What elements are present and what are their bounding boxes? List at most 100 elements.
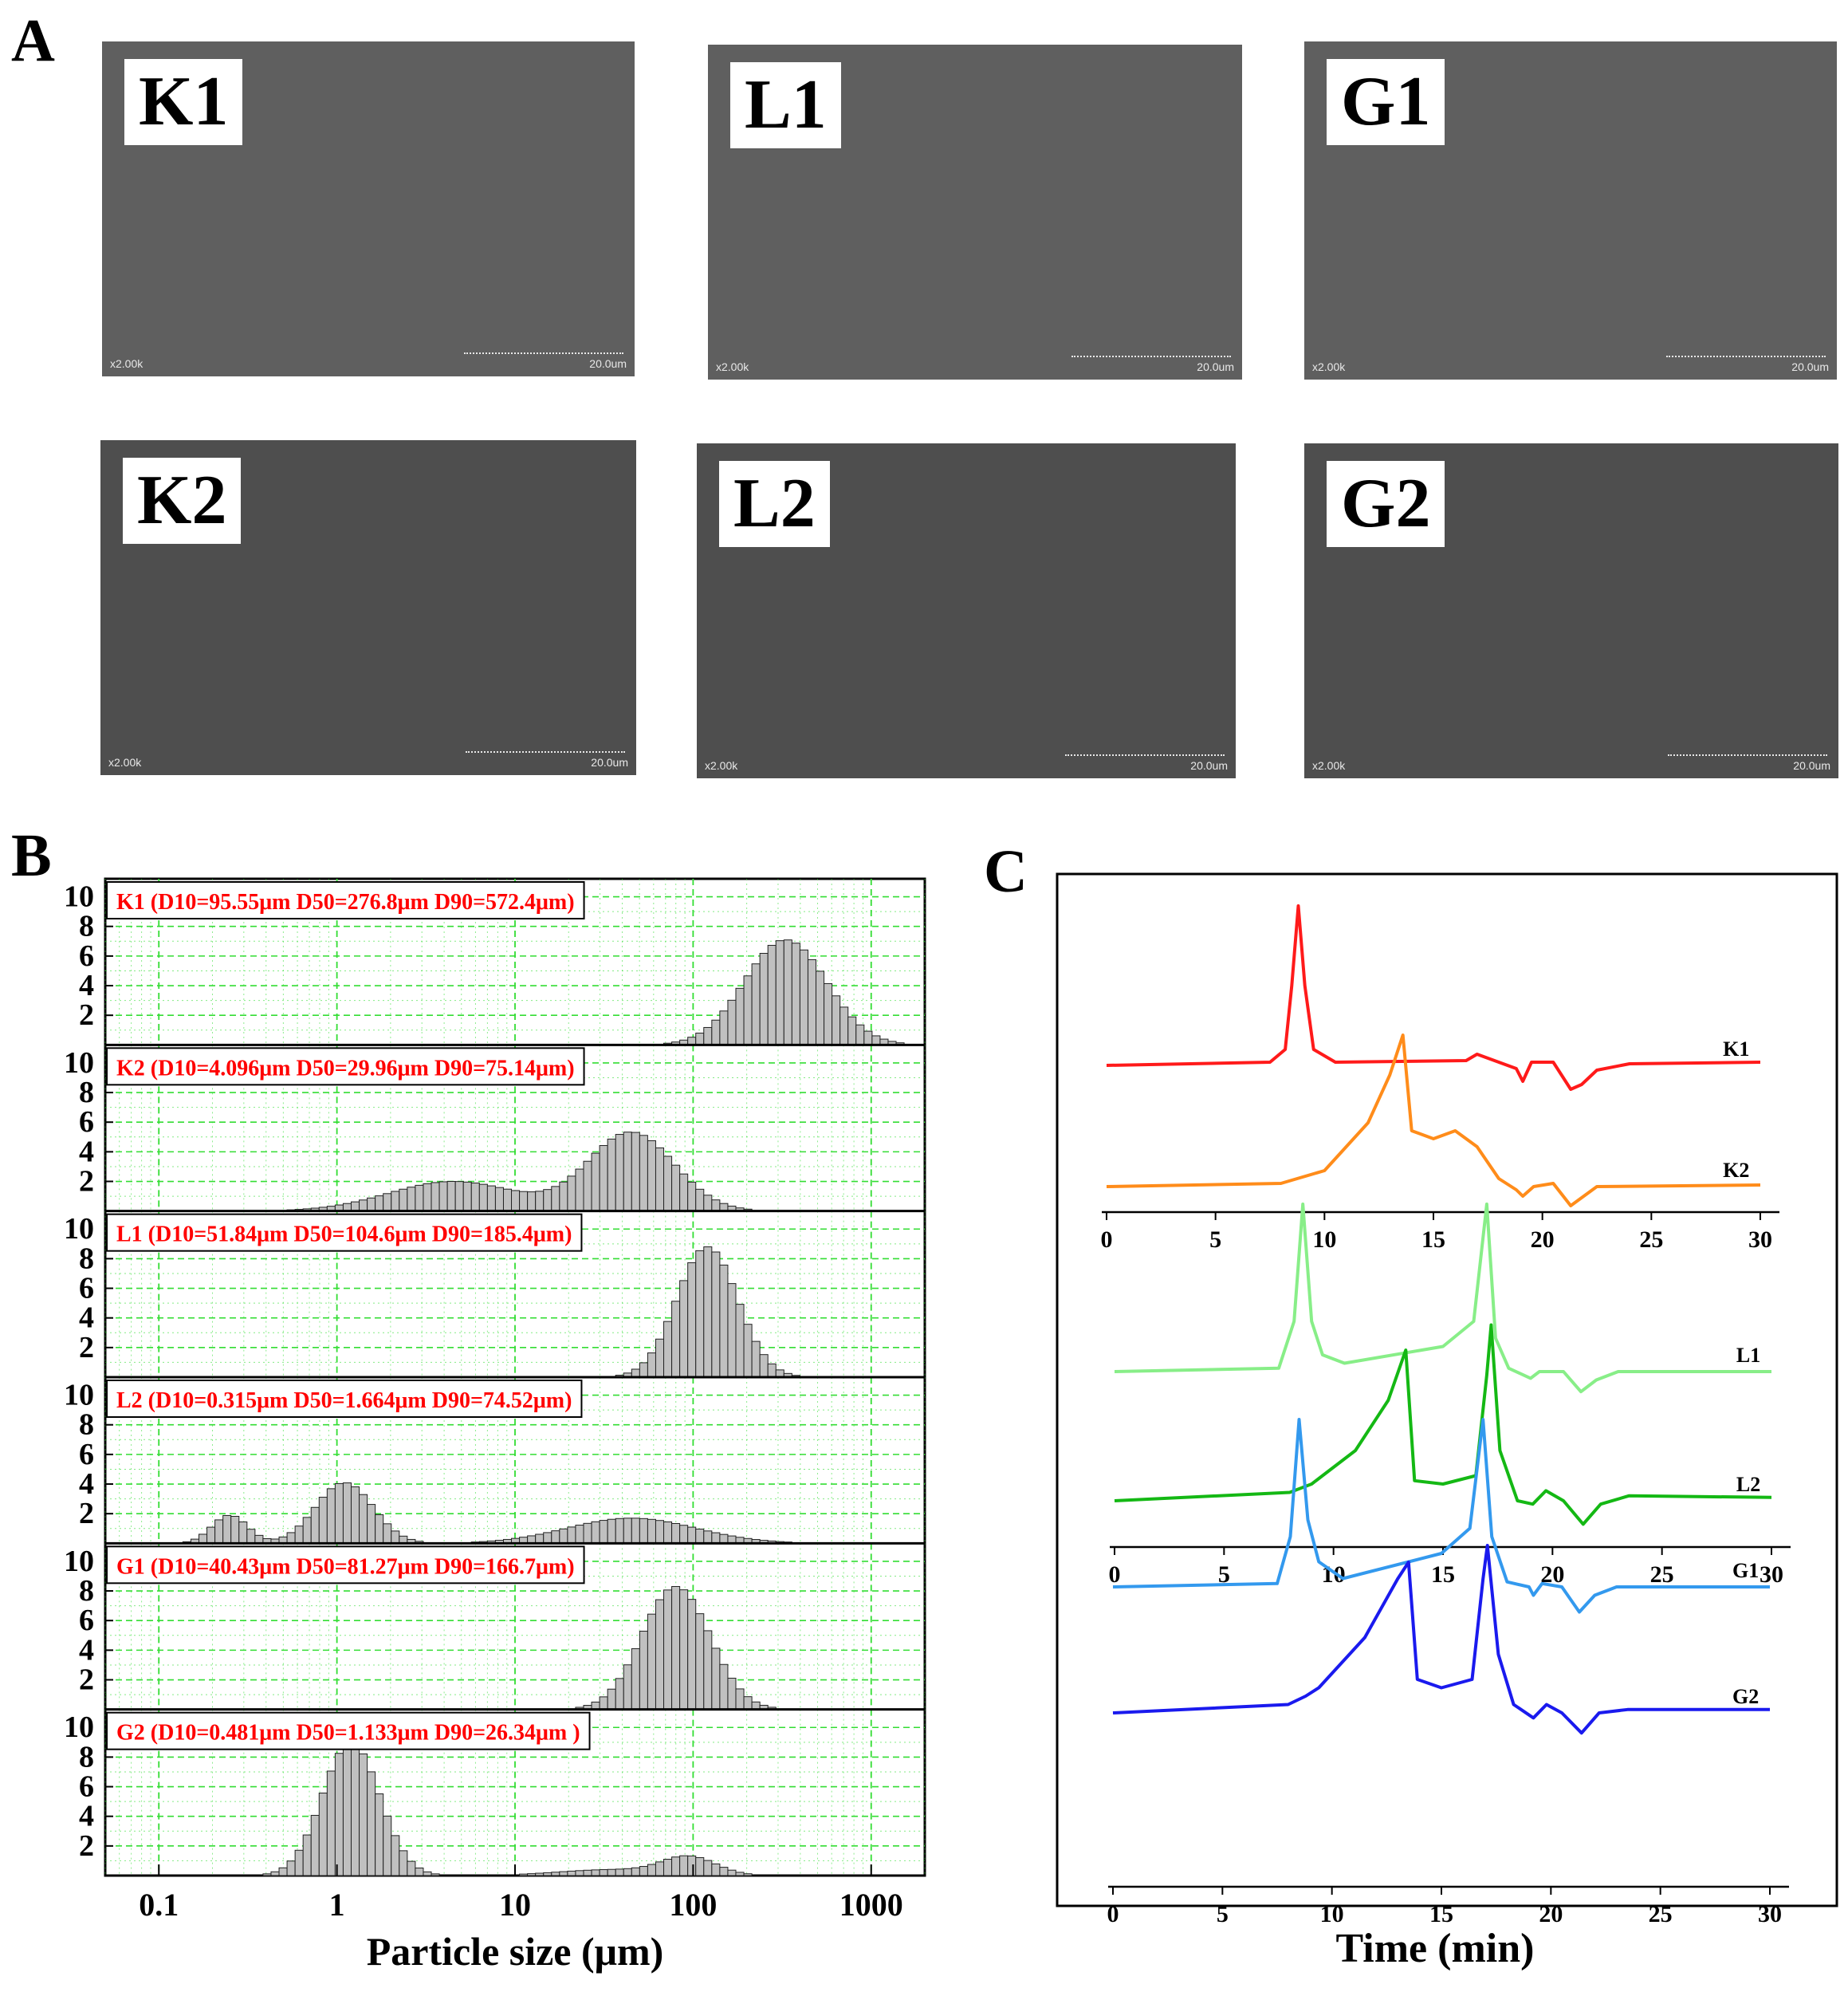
y-tick-label: 4 — [79, 1467, 94, 1501]
bar — [767, 944, 777, 1045]
y-tick-label: 10 — [64, 1545, 94, 1578]
annotation-text: G1 (D10=40.43μm D50=81.27μm D90=166.7μm) — [116, 1554, 575, 1579]
y-tick-label: 4 — [79, 1800, 94, 1833]
bar — [727, 1677, 737, 1711]
y-tick-label: 2 — [79, 1663, 94, 1697]
x-tick-label: 30 — [1760, 1561, 1783, 1588]
sem-label: G2 — [1327, 461, 1445, 547]
annotation-g1: G1 (D10=40.43μm D50=81.27μm D90=166.7μm) — [106, 1545, 585, 1585]
bar — [583, 1869, 592, 1876]
bar — [599, 1145, 608, 1212]
x-tick-label: 25 — [1639, 1226, 1663, 1253]
bar — [359, 1753, 368, 1876]
bar — [543, 1872, 552, 1876]
y-tick-label: 6 — [79, 1272, 94, 1305]
scale-ticks — [1071, 351, 1231, 357]
bar — [759, 1354, 769, 1378]
bar — [607, 1518, 616, 1544]
bar — [294, 1849, 304, 1876]
bar — [727, 1283, 737, 1378]
bar — [623, 1664, 632, 1711]
sem-image-k1: K1 x2.00k 20.0um — [102, 41, 635, 376]
bar — [599, 1520, 608, 1544]
bar — [719, 1867, 729, 1876]
y-tick-label: 10 — [64, 1711, 94, 1744]
bar — [375, 1195, 384, 1212]
x-tick-label: 15 — [1429, 1901, 1453, 1927]
annotation-box — [106, 1213, 583, 1252]
bar — [567, 1870, 576, 1876]
bar — [623, 1132, 632, 1212]
bar — [863, 1030, 873, 1045]
bar — [391, 1530, 400, 1544]
sem-label: K2 — [123, 458, 242, 544]
annotation-text: L2 (D10=0.315μm D50=1.664μm D90=74.52μm) — [116, 1388, 572, 1413]
x-tick-label: 30 — [1758, 1901, 1782, 1927]
panel-letter-c: C — [984, 838, 1028, 905]
x-tick-label: 1000 — [839, 1887, 903, 1923]
bar — [502, 1188, 513, 1212]
scale-ticks — [1668, 750, 1827, 756]
bar — [655, 1338, 665, 1378]
sem-image-g2: G2 x2.00k 20.0um — [1304, 443, 1838, 778]
bar — [639, 1518, 648, 1544]
bar — [703, 1195, 713, 1212]
annotation-k2: K2 (D10=4.096μm D50=29.96μm D90=75.14μm) — [106, 1047, 585, 1086]
bar — [383, 1815, 392, 1876]
bar — [326, 1488, 336, 1544]
x-tick-label: 20 — [1539, 1901, 1563, 1927]
bar — [438, 1181, 448, 1212]
sem-label: K1 — [124, 59, 243, 145]
bar — [519, 1873, 529, 1876]
sem-magnification: x2.00k — [110, 357, 144, 370]
bar — [695, 1613, 705, 1711]
bar — [367, 1771, 376, 1876]
trace-l1 — [1114, 1203, 1771, 1394]
bar — [607, 1868, 616, 1876]
trace-k2 — [1106, 1033, 1761, 1207]
bar — [206, 1526, 216, 1544]
bar — [615, 1518, 624, 1544]
bar — [583, 1522, 592, 1544]
bar — [302, 1834, 312, 1876]
bar — [567, 1175, 576, 1212]
y-tick-label: 6 — [79, 1604, 94, 1637]
bar — [719, 1533, 729, 1544]
y-tick-label: 2 — [79, 1165, 94, 1199]
bar — [575, 1168, 584, 1212]
bar — [367, 1504, 376, 1544]
bar — [367, 1197, 376, 1212]
bar — [647, 1352, 656, 1378]
x-axis-label: Particle size (μm) — [367, 1929, 664, 1974]
annotation-g2: G2 (D10=0.481μm D50=1.133μm D90=26.34μm … — [106, 1711, 591, 1750]
bar — [824, 982, 833, 1045]
x-tick-label: 10 — [499, 1887, 531, 1923]
bar — [783, 939, 792, 1045]
bar — [423, 1871, 432, 1876]
bar — [647, 1140, 656, 1212]
x-tick-label: 0 — [1109, 1561, 1121, 1588]
bar — [671, 1164, 681, 1212]
y-tick-label: 2 — [79, 1497, 94, 1530]
bar — [599, 1696, 608, 1711]
bar — [551, 1530, 560, 1544]
annotation-k1: K1 (D10=95.55μm D50=276.8μm D90=572.4μm) — [106, 881, 585, 919]
annotation-l1: L1 (D10=51.84μm D50=104.6μm D90=185.4μm) — [106, 1213, 583, 1252]
annotation-box — [106, 1380, 583, 1418]
bar — [575, 1870, 584, 1876]
x-tick-label: 25 — [1649, 1901, 1673, 1927]
bar — [286, 1860, 296, 1876]
bar — [743, 975, 753, 1045]
annotation-text: K1 (D10=95.55μm D50=276.8μm D90=572.4μm) — [116, 890, 575, 915]
sem-scale-bar: 20.0um — [1791, 360, 1829, 373]
sem-magnification: x2.00k — [1312, 759, 1346, 772]
scale-ticks — [464, 348, 623, 354]
bar — [486, 1185, 496, 1212]
bar — [318, 1497, 328, 1544]
bar — [735, 1304, 745, 1378]
bar — [751, 963, 761, 1045]
sem-magnification: x2.00k — [705, 759, 738, 772]
bar — [695, 1856, 705, 1876]
bar — [711, 1199, 721, 1212]
